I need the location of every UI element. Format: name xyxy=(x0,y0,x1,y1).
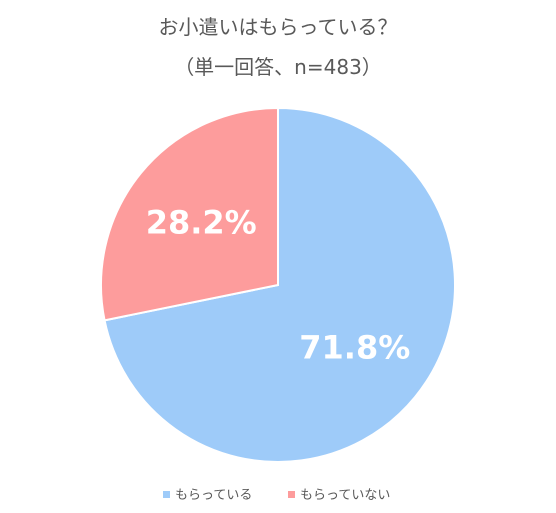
legend-swatch xyxy=(288,491,295,498)
data-label: 28.2% xyxy=(146,203,257,241)
pie-slice xyxy=(103,106,456,463)
legend-label: もらっている xyxy=(175,488,252,503)
data-label: 71.8% xyxy=(299,329,410,367)
pie-slices xyxy=(100,106,456,463)
legend: もらっている もらっていない xyxy=(163,488,390,503)
chart-subtitle: （単一回答、n=483） xyxy=(174,55,382,79)
legend-swatch xyxy=(163,491,170,498)
legend-item: もらっていない xyxy=(288,488,390,503)
legend-label: もらっていない xyxy=(300,488,390,503)
legend-item: もらっている xyxy=(163,488,252,503)
data-labels: 71.8% 28.2% xyxy=(146,203,411,366)
chart-title: お小遣いはもらっている？ xyxy=(159,15,398,39)
pie-slice xyxy=(100,106,279,322)
